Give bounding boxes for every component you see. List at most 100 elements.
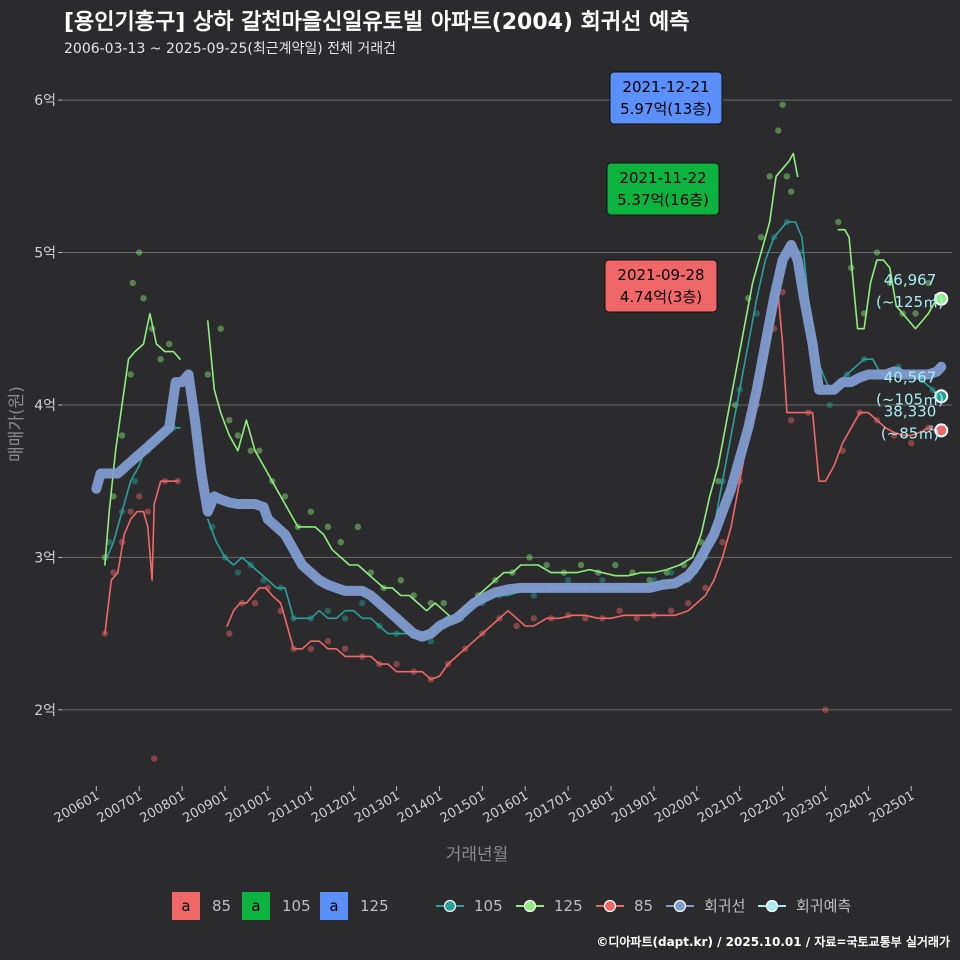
x-tick-label: 201701 (524, 788, 574, 826)
scatter-point-s85 (226, 630, 233, 637)
legend-line-label: 회귀예측 (796, 897, 851, 915)
scatter-point-s105 (599, 577, 606, 584)
scatter-point-s105 (131, 477, 139, 485)
legend-line-marker (765, 899, 779, 913)
chart-title: [용인기흥구] 상하 갈천마을신일유토빌 아파트(2004) 회귀선 예측 (64, 10, 690, 35)
legend-box-glyph: a (181, 897, 190, 915)
scatter-point-s85 (890, 432, 898, 439)
series-line-회귀선 (91, 239, 947, 642)
x-tick-group: 200901 (180, 788, 230, 826)
annotation-box (604, 259, 718, 313)
scatter-point-s125 (775, 127, 782, 134)
scatter-point-s125 (234, 432, 242, 439)
scatter-point-s125 (835, 218, 842, 226)
forecast-value-label: 38,330 (884, 402, 937, 420)
scatter-point-s85 (908, 439, 915, 447)
x-tick-label: 201101 (266, 788, 316, 826)
series-line-85 (104, 294, 938, 681)
scatter-point-s125 (440, 599, 447, 607)
scatter-point-s125 (127, 371, 134, 378)
scatter-point-s85 (341, 645, 349, 653)
forecast-area-label: (~105㎡) (876, 390, 944, 408)
scatter-point-s85 (582, 615, 589, 622)
scatter-point-s85 (110, 569, 117, 576)
x-tick-label: 202301 (781, 788, 831, 826)
x-tick-group: 202301 (781, 788, 831, 826)
scatter-point-s105 (324, 607, 332, 614)
scatter-point-s125 (256, 447, 263, 454)
legend-box-glyph: a (251, 897, 260, 915)
scatter-point-s125 (136, 249, 143, 256)
x-tick-label: 202201 (738, 788, 788, 826)
annotation-value: 4.74억(3층) (620, 288, 702, 306)
x-tick-label: 200701 (95, 788, 145, 826)
legend-box-label: 125 (360, 897, 389, 915)
scatter-point-s125 (526, 554, 533, 561)
scatter-point-s105 (234, 569, 242, 576)
x-tick-label: 201501 (438, 788, 488, 826)
x-tick-group: 201601 (481, 788, 531, 826)
scatter-point-s125 (612, 561, 619, 569)
y-tick-label: 4억 (34, 398, 56, 414)
scatter-point-s105 (530, 592, 538, 599)
y-tick-label: 2억 (34, 703, 56, 719)
x-tick-group: 201801 (567, 788, 617, 826)
forecast-value-label: 46,967 (884, 271, 937, 289)
scatter-point-s125 (118, 432, 126, 439)
scatter-point-s85 (251, 599, 259, 607)
scatter-point-s85 (787, 416, 795, 424)
legend-line-label: 회귀선 (704, 897, 745, 915)
scatter-point-s85 (616, 607, 623, 614)
annotation-box (609, 71, 723, 125)
legend-box-105 (242, 892, 270, 920)
legend-line-label: 125 (554, 897, 583, 915)
scatter-point-s125 (397, 577, 405, 584)
annotation-value: 5.37억(16층) (617, 191, 709, 209)
legend-box-85 (172, 892, 200, 920)
legend-line-marker (603, 899, 617, 913)
x-tick-label: 201201 (309, 788, 359, 826)
scatter-point-s125 (783, 173, 791, 180)
scatter-point-s85 (127, 508, 134, 515)
scatter-point-s105 (427, 638, 435, 645)
x-tick-group: 201301 (352, 788, 402, 826)
scatter-point-s125 (663, 569, 670, 576)
x-tick-label: 201001 (223, 788, 273, 826)
scatter-point-s125 (281, 493, 289, 500)
scatter-point-s105 (667, 569, 675, 576)
scatter-point-s125 (217, 325, 224, 332)
scatter-point-s105 (341, 615, 349, 622)
x-tick-group: 200601 (52, 788, 102, 826)
scatter-point-s125 (779, 101, 786, 108)
forecast-point-s85 (934, 423, 949, 438)
forecast-area-label: (~125㎡) (876, 293, 944, 311)
scatter-point-s125 (543, 561, 550, 569)
x-tick-label: 202101 (695, 788, 745, 826)
x-tick-label: 201301 (352, 788, 402, 826)
x-tick-group: 202101 (695, 788, 745, 826)
forecast-value-label: 40,567 (884, 368, 937, 386)
series-line-125 (104, 152, 938, 620)
legend-line-label: 105 (474, 897, 503, 915)
legend-box-glyph: a (329, 897, 338, 915)
x-tick-group: 201001 (223, 788, 273, 826)
x-tick-group: 202401 (824, 788, 874, 826)
legend-box-125 (320, 892, 348, 920)
x-tick-label: 201901 (609, 788, 659, 826)
legend-box-label: 105 (282, 897, 311, 915)
legend-line-marker (443, 899, 457, 913)
legend-box-label: 85 (212, 897, 231, 915)
x-tick-label: 202401 (824, 788, 874, 826)
scatter-point-s85 (151, 755, 158, 762)
scatter-point-s125 (337, 538, 344, 546)
scatter-point-s125 (324, 523, 332, 531)
x-tick-group: 200701 (95, 788, 145, 826)
x-tick-group: 201501 (438, 788, 488, 826)
scatter-point-s85 (530, 615, 538, 622)
scatter-point-s125 (166, 340, 173, 348)
legend-line-label: 85 (634, 897, 653, 915)
x-tick-label: 200801 (138, 788, 188, 826)
scatter-point-s85 (307, 645, 314, 653)
scatter-point-s85 (144, 508, 151, 515)
